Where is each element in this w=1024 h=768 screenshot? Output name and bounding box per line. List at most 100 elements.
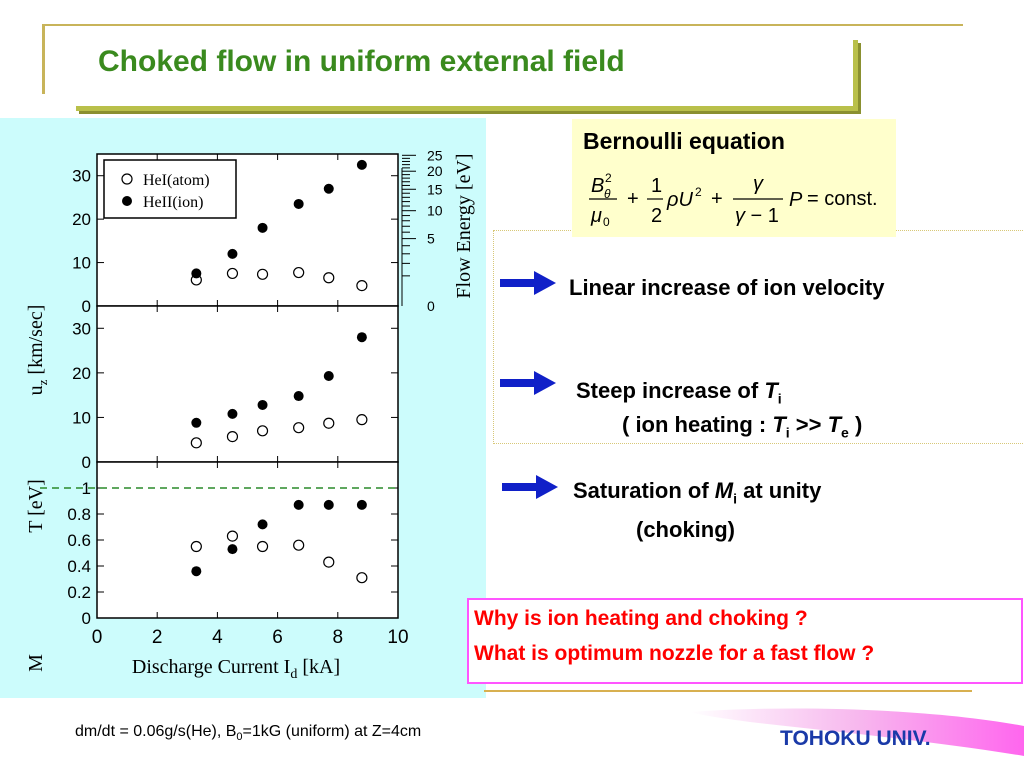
y-tick-label: 0 <box>82 453 91 472</box>
data-point-ion <box>257 519 268 530</box>
y-tick-label: 30 <box>72 319 91 338</box>
panel1-ylabel: uz [km/sec] <box>25 305 50 396</box>
data-point-ion <box>227 248 238 259</box>
data-point-atom <box>293 422 305 434</box>
ion-heating-text: ( ion heating : <box>622 412 773 437</box>
y-tick-label: 1 <box>82 479 91 498</box>
x-tick-label: 8 <box>333 627 344 648</box>
questions-box <box>467 598 1023 684</box>
footer-rule <box>484 690 972 692</box>
legend-filled-marker <box>122 196 132 206</box>
title-box <box>76 40 858 111</box>
data-point-ion <box>227 544 238 555</box>
statement-choking: (choking) <box>636 517 735 542</box>
y-tick-label: 10 <box>72 408 91 427</box>
secondary-axis-tick-label: 20 <box>427 163 443 179</box>
y-tick-label: 0.2 <box>67 583 91 602</box>
y-tick-label: 20 <box>72 210 91 229</box>
data-point-ion <box>323 370 334 381</box>
ti-subscript: i <box>777 390 782 407</box>
mi-symbol: M <box>714 478 734 503</box>
data-point-ion <box>293 499 304 510</box>
statement-ion-heating: ( ion heating : Ti >> Te ) <box>622 412 862 440</box>
ti-symbol: T <box>772 412 786 437</box>
data-point-ion <box>356 499 367 510</box>
data-point-ion <box>356 332 367 343</box>
flow-energy-label: Flow Energy [eV] <box>453 153 475 298</box>
svg-text:2: 2 <box>695 185 702 199</box>
footnote-subscript: 0 <box>236 731 243 744</box>
y-tick-label: 0.6 <box>67 531 91 550</box>
footnote-text: dm/dt = 0.06g/s(He), B <box>75 723 237 740</box>
legend-open-marker <box>121 173 133 185</box>
data-point-atom <box>256 268 269 280</box>
footnote-text-2: =1kG (uniform) at Z=4cm <box>242 723 422 740</box>
results-box <box>493 230 1024 444</box>
statement-steep-ti: Steep increase of Ti <box>576 378 782 406</box>
data-point-atom <box>256 425 269 437</box>
statement-saturation: Saturation of Mi at unity <box>573 478 821 506</box>
x-tick-label: 6 <box>272 627 283 648</box>
data-point-atom <box>356 414 368 426</box>
data-point-atom <box>256 540 269 553</box>
te-symbol: T <box>827 412 842 437</box>
svg-text:+: + <box>627 188 639 210</box>
y-tick-label: 0.4 <box>67 557 91 576</box>
data-point-ion <box>191 566 202 577</box>
secondary-axis-tick-label: 10 <box>427 203 443 219</box>
bernoulli-equation: B θ 2 μ 0 + 1 2 ρU 2 + γ γ − 1 P = const… <box>589 171 878 229</box>
svg-text:μ: μ <box>590 205 602 227</box>
data-point-ion <box>191 268 202 279</box>
title-top-rule <box>42 24 963 26</box>
svg-text:θ: θ <box>604 187 611 201</box>
data-point-atom <box>226 267 239 280</box>
steep-text: Steep increase of <box>576 378 765 403</box>
secondary-axis-tick-label: 15 <box>427 181 443 197</box>
data-point-atom <box>323 556 335 568</box>
secondary-axis-tick-label: 0 <box>427 298 435 314</box>
y-tick-label: 0 <box>82 297 91 316</box>
svg-text:γ: γ <box>753 173 764 195</box>
arrow-right-icon <box>500 271 556 295</box>
plot-frame <box>96 305 399 463</box>
data-point-ion <box>323 499 334 510</box>
data-point-atom <box>293 539 305 551</box>
svg-text:2: 2 <box>605 171 612 185</box>
svg-text:2: 2 <box>651 205 662 227</box>
data-point-ion <box>293 198 304 209</box>
te-subscript: e <box>841 424 849 441</box>
university-logo-text: TOHOKU UNIV. <box>780 727 931 750</box>
data-point-atom <box>356 572 368 584</box>
data-point-ion <box>227 408 238 419</box>
x-axis-label: Discharge Current Id [kA] <box>132 656 340 682</box>
data-point-atom <box>226 530 239 542</box>
data-point-atom <box>226 430 239 443</box>
x-tick-label: 2 <box>152 627 163 648</box>
footnote: dm/dt = 0.06g/s(He), B0=1kG (uniform) at… <box>75 723 421 743</box>
y-tick-label: 20 <box>72 364 91 383</box>
svg-text:P: P <box>789 189 803 211</box>
data-point-atom <box>190 437 202 449</box>
svg-text:ρU: ρU <box>666 189 693 211</box>
legend: HeI(atom) HeII(ion) <box>103 159 237 219</box>
arrow-right-icon <box>502 475 558 499</box>
bernoulli-box <box>572 119 896 237</box>
data-point-ion <box>257 399 268 410</box>
saturation-text: Saturation of <box>573 478 715 503</box>
data-point-ion <box>257 222 268 233</box>
mi-subscript: i <box>733 490 737 507</box>
svg-text:+: + <box>711 188 723 210</box>
y-tick-label: 0.8 <box>67 505 91 524</box>
swoosh-decoration <box>690 708 1024 756</box>
svg-text:γ − 1: γ − 1 <box>735 205 779 227</box>
bernoulli-title: Bernoulli equation <box>583 128 785 154</box>
x-tick-label: 0 <box>92 627 103 648</box>
at-unity-text: at unity <box>737 478 822 503</box>
data-point-ion <box>191 417 202 428</box>
question-line-1: Why is ion heating and choking ? <box>474 607 808 630</box>
svg-text:0: 0 <box>603 215 610 229</box>
gt-text: >> <box>789 412 828 437</box>
ti-subscript: i <box>785 424 790 441</box>
svg-text:= const.: = const. <box>807 188 878 210</box>
